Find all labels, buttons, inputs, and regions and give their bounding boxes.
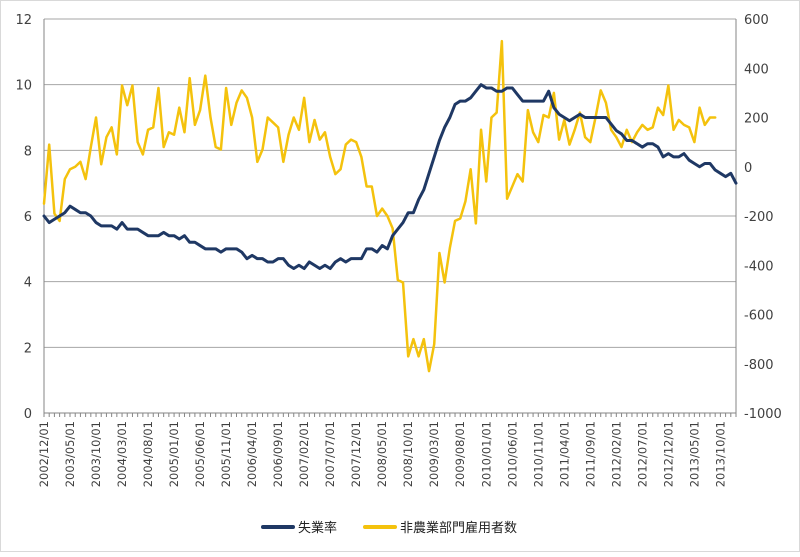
legend: 失業率 非農業部門雇用者数	[261, 520, 517, 536]
right-axis-tick-label: -800	[744, 358, 774, 373]
right-axis-tick-label: -400	[744, 259, 774, 274]
right-axis-tick-label: 600	[744, 13, 769, 28]
x-axis-tick-label: 2002/12/01	[37, 421, 51, 487]
left-axis-tick-label: 0	[24, 407, 32, 422]
right-axis-tick-label: -200	[744, 210, 774, 225]
left-axis-tick-label: 4	[24, 276, 32, 291]
left-axis-tick-label: 10	[15, 79, 32, 94]
x-axis-tick-label: 2009/03/01	[427, 421, 441, 487]
left-axis-tick-label: 2	[24, 341, 32, 356]
left-axis-tick-label: 6	[24, 210, 32, 225]
x-axis-tick-label: 2005/11/01	[219, 421, 233, 487]
right-axis-tick-label: 200	[744, 112, 769, 127]
x-axis-tick-label: 2009/08/01	[453, 421, 467, 487]
x-axis-tick-label: 2006/09/01	[271, 421, 285, 487]
x-axis-tick-label: 2008/05/01	[375, 421, 389, 487]
x-axis-tick-label: 2007/07/01	[323, 421, 337, 487]
x-axis-tick-label: 2013/10/01	[713, 421, 727, 487]
series-line-nonfarm-payrolls	[42, 39, 717, 373]
right-axis-tick-label: 0	[744, 161, 752, 176]
left-axis-tick-label: 8	[24, 144, 32, 159]
x-axis-tick-label: 2003/05/01	[63, 421, 77, 487]
x-axis-tick-label: 2004/03/01	[115, 421, 129, 487]
x-axis-tick-label: 2005/01/01	[167, 421, 181, 487]
series-line-unemployment	[42, 83, 738, 271]
x-axis-tick-label: 2012/12/01	[661, 421, 675, 487]
series-lines	[42, 39, 738, 373]
x-axis-tick-label: 2011/09/01	[583, 421, 597, 487]
x-axis-tick-label: 2010/01/01	[479, 421, 493, 487]
right-axis-tick-label: -1000	[744, 407, 782, 422]
x-axis-tick-label: 2007/12/01	[349, 421, 363, 487]
legend-label-nonfarm-payrolls: 非農業部門雇用者数	[400, 520, 517, 536]
x-axis-tick-label: 2011/04/01	[557, 421, 571, 487]
right-axis-tick-label: 400	[744, 62, 769, 77]
x-axis-tick-label: 2013/05/01	[687, 421, 701, 487]
x-axis-tick-label: 2010/11/01	[531, 421, 545, 487]
right-axis-ticks: -1000 -800 -600 -400 -200 0 200 400 600	[744, 13, 782, 422]
x-axis-tick-label: 2012/07/01	[635, 421, 649, 487]
x-axis-tick-label: 2003/10/01	[89, 421, 103, 487]
x-axis-tick-label: 2005/06/01	[193, 421, 207, 487]
right-axis-tick-label: -600	[744, 309, 774, 324]
x-axis-tick-label: 2004/08/01	[141, 421, 155, 487]
x-axis-tick-label: 2008/10/01	[401, 421, 415, 487]
x-axis-tick-label: 2007/02/01	[297, 421, 311, 487]
legend-label-unemployment: 失業率	[298, 520, 337, 536]
gridlines	[44, 18, 736, 348]
x-axis-tick-label: 2006/04/01	[245, 421, 259, 487]
x-axis-tick-label: 2010/06/01	[505, 421, 519, 487]
x-axis-ticks: 2002/12/01 2003/05/01 2003/10/01 2004/03/01…	[37, 413, 737, 487]
x-axis-tick-label: 2012/02/01	[609, 421, 623, 487]
left-axis-tick-label: 12	[15, 13, 32, 28]
left-axis-ticks: 0 2 4 6 8 10 12	[15, 13, 32, 422]
